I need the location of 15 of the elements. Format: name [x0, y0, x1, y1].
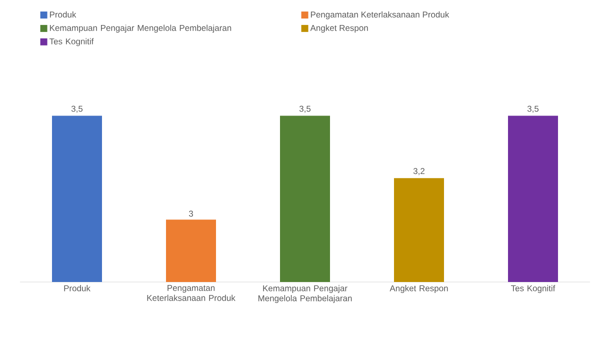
legend-label: Pengamatan Keterlaksanaan Produk — [310, 11, 450, 20]
legend-label: Tes Kognitif — [49, 38, 94, 46]
legend-label: Kemampuan Pengajar Mengelola Pembelajaran — [50, 24, 232, 33]
legend-label: Angket Respon — [310, 24, 368, 33]
x-tick-label: Pengamatan Keterlaksanaan Produk — [147, 285, 236, 301]
legend-label: Produk — [50, 11, 76, 18]
data-label: 3,5 — [527, 106, 539, 113]
data-label: 3,5 — [71, 106, 83, 113]
x-tick-label: Kemampuan Pengajar Mengelola Pembelajaran — [258, 285, 352, 303]
data-label: 3 — [188, 210, 193, 217]
data-label: 3,5 — [299, 106, 311, 113]
x-tick-label: Produk — [64, 285, 90, 292]
x-tick-label: Tes Kognitif — [510, 285, 556, 293]
data-label: 3,2 — [413, 168, 424, 176]
x-tick-label: Angket Respon — [390, 285, 448, 293]
